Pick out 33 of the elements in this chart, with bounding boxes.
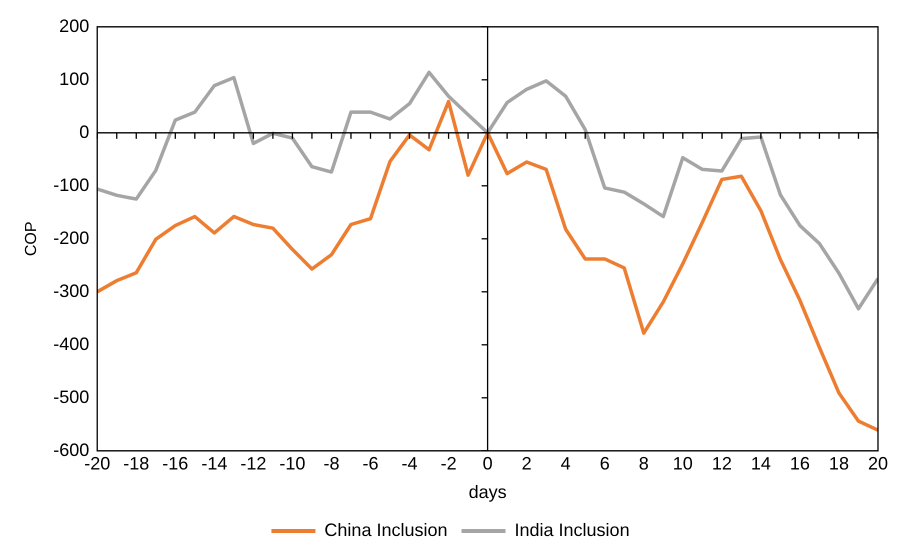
y-axis-title: COP — [23, 221, 40, 256]
x-tick-label: 2 — [522, 454, 532, 474]
x-tick-label: 10 — [672, 454, 693, 474]
x-tick-label: -16 — [162, 454, 188, 474]
y-tick-label: -300 — [53, 280, 90, 301]
x-tick-label: 20 — [868, 454, 888, 474]
x-tick-label: -8 — [323, 454, 340, 474]
x-tick-label: -18 — [123, 454, 150, 474]
y-tick-label: -600 — [53, 440, 90, 460]
x-tick-label: 0 — [482, 454, 493, 474]
y-tick-label: -500 — [53, 386, 90, 407]
y-tick-label: 0 — [79, 122, 90, 142]
x-tick-label: 14 — [750, 454, 771, 474]
y-tick-label: 100 — [59, 68, 90, 89]
y-tick-label: -200 — [53, 228, 90, 248]
x-tick-label: 12 — [712, 454, 732, 474]
x-tick-label: -12 — [240, 454, 266, 474]
legend-label: China Inclusion — [324, 520, 448, 540]
y-tick-label: -100 — [53, 174, 90, 195]
x-tick-label: -2 — [440, 454, 457, 474]
x-tick-label: 16 — [790, 454, 810, 474]
x-tick-label: 8 — [638, 454, 649, 474]
y-tick-label: -400 — [53, 334, 90, 354]
x-tick-label: -14 — [201, 454, 228, 474]
x-tick-label: 6 — [600, 454, 610, 474]
y-tick-label: 200 — [59, 16, 90, 36]
x-tick-label: -6 — [362, 454, 378, 474]
x-tick-label: -4 — [402, 454, 418, 474]
x-tick-label: -10 — [279, 454, 306, 474]
x-tick-label: 4 — [560, 454, 571, 474]
x-axis-title: days — [468, 482, 507, 502]
x-tick-label: 18 — [828, 454, 849, 474]
legend-label: India Inclusion — [514, 520, 630, 540]
